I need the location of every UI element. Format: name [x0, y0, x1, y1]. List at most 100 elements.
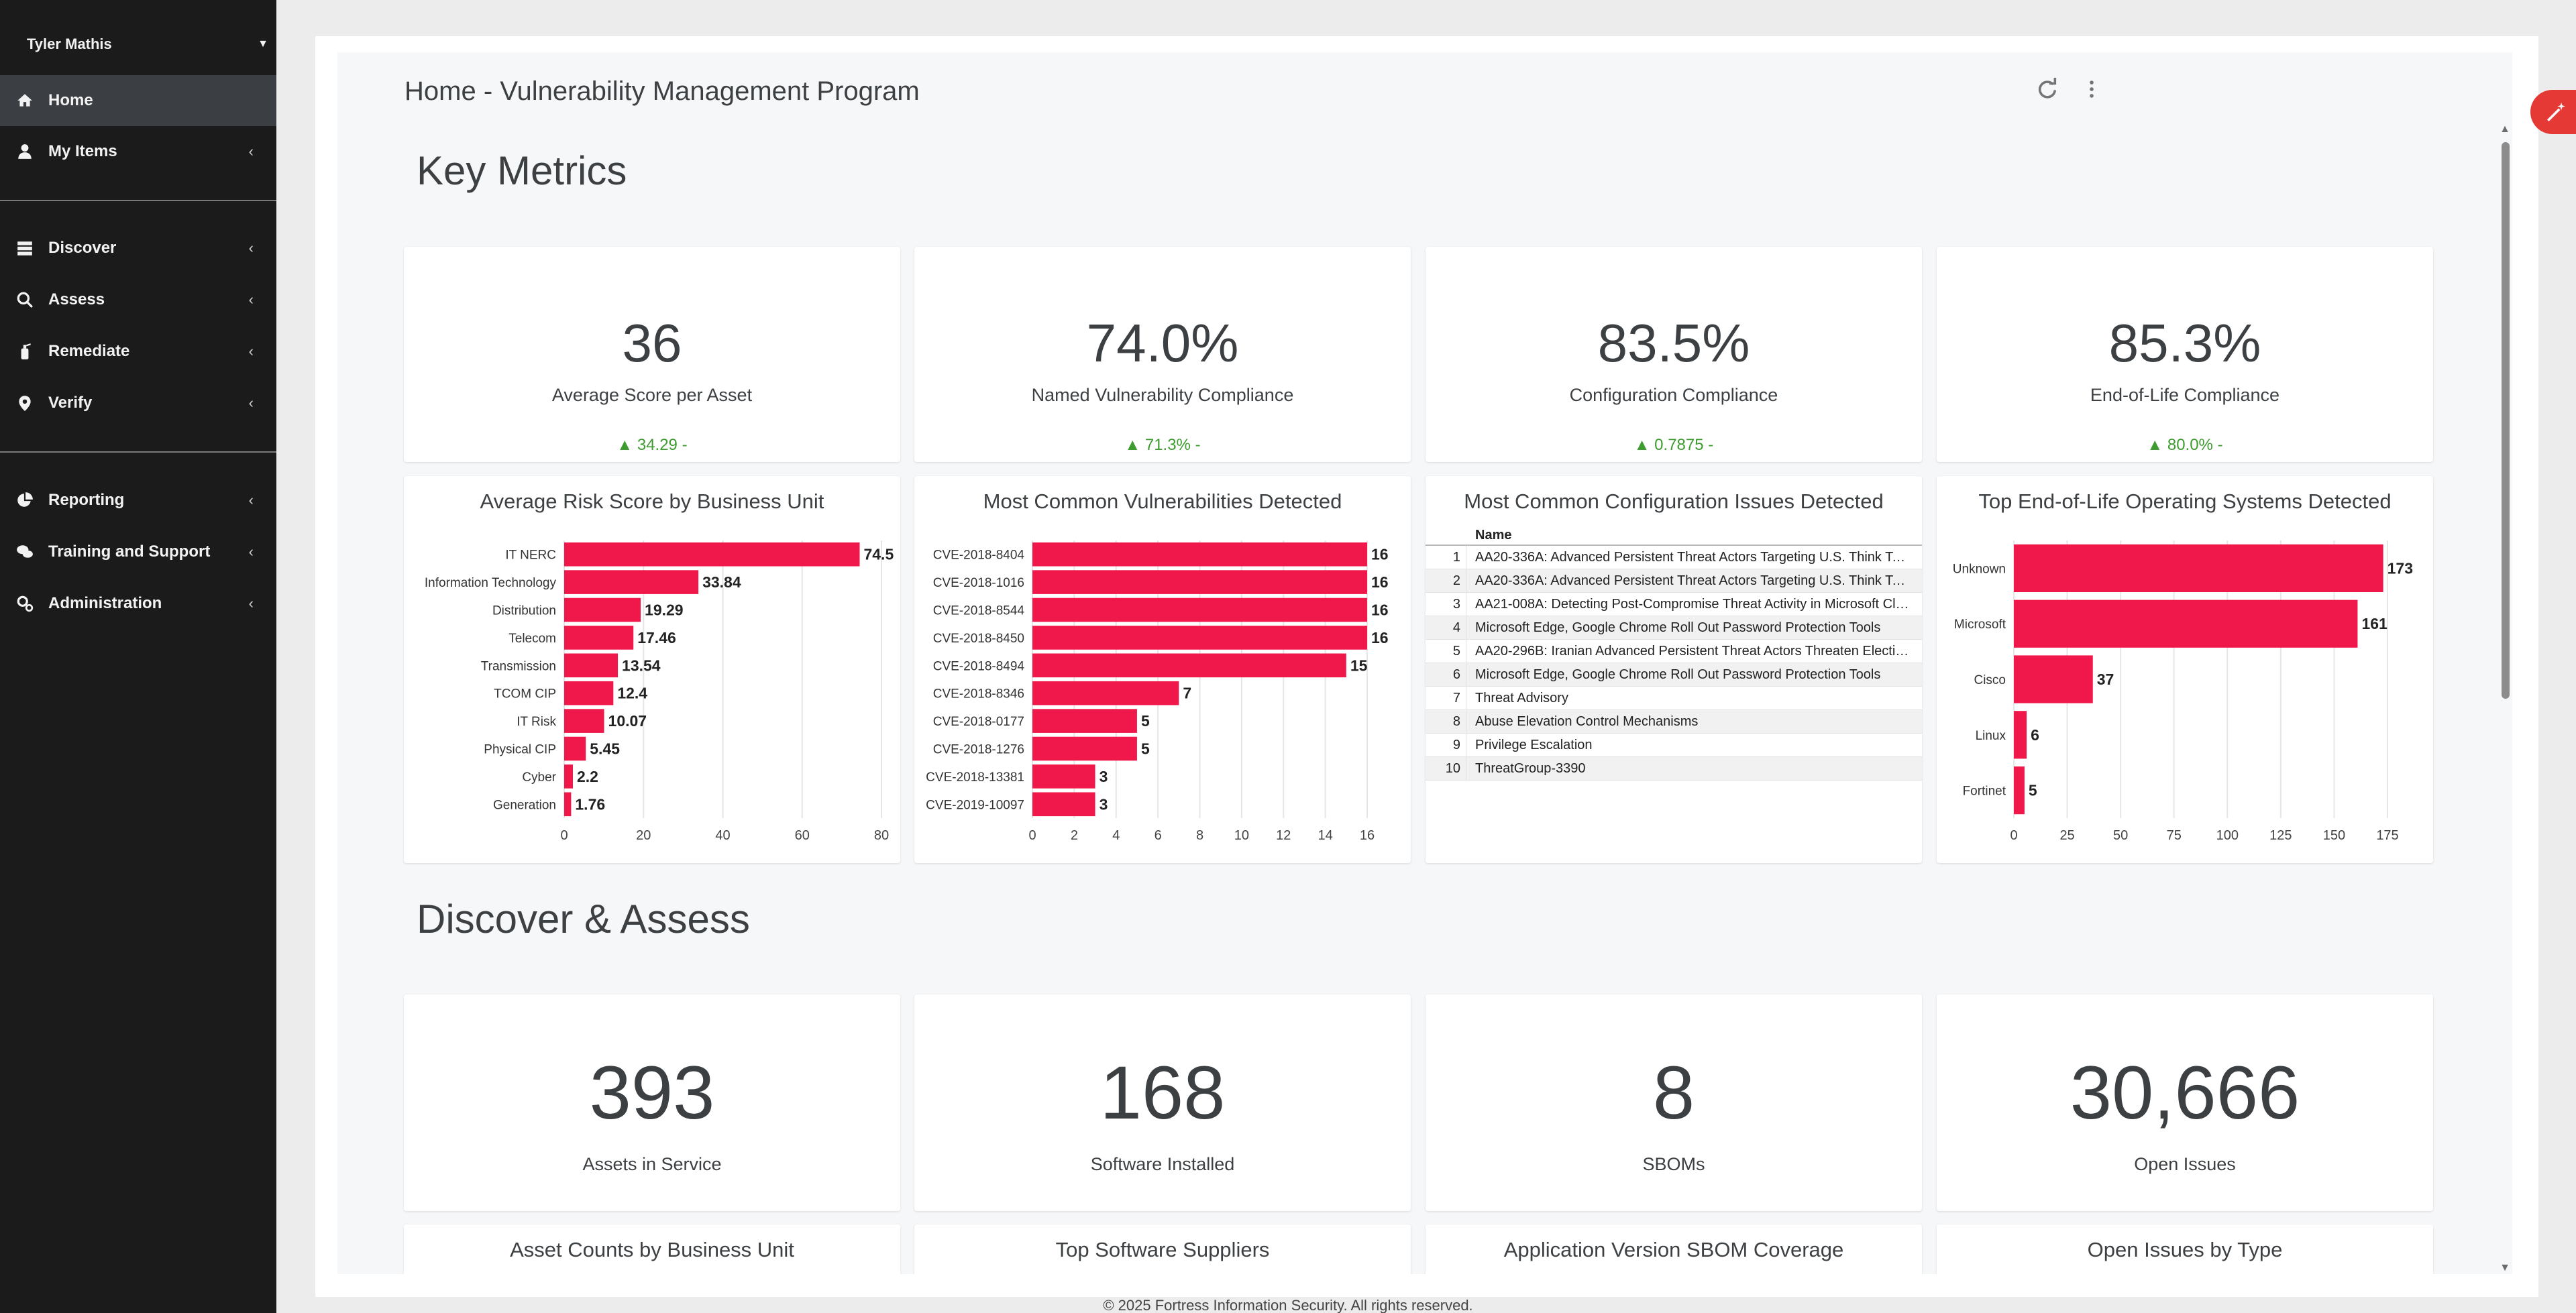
table-header: Name — [1426, 524, 1922, 546]
row-index: 3 — [1452, 597, 1460, 612]
magic-wand-button[interactable] — [2530, 90, 2576, 134]
y-category-label: Cisco — [1974, 673, 2006, 687]
y-category-label: CVE-2018-1016 — [933, 576, 1024, 590]
sidebar-item-label: Discover — [48, 239, 117, 257]
chart-title: Top End-of-Life Operating Systems Detect… — [1978, 490, 2392, 513]
kpi-delta: ▲ 80.0% - — [2147, 436, 2223, 454]
user-menu[interactable]: Tyler Mathis ▼ — [27, 31, 268, 58]
table-row[interactable]: 4 Microsoft Edge, Google Chrome Roll Out … — [1426, 616, 1922, 640]
sidebar-item-assess[interactable]: Assess ‹ — [0, 274, 276, 325]
data-label: 16 — [1371, 573, 1389, 591]
table-row[interactable]: 6 Microsoft Edge, Google Chrome Roll Out … — [1426, 663, 1922, 687]
table-row[interactable]: 1 AA20-336A: Advanced Persistent Threat A… — [1426, 546, 1922, 569]
bar — [564, 792, 572, 817]
chart-title: Top Software Suppliers — [1055, 1238, 1270, 1261]
bar — [1032, 709, 1137, 733]
kpi-card: 36 Average Score per Asset ▲ 34.29 - — [404, 247, 900, 462]
y-category-label: Unknown — [1953, 562, 2006, 576]
x-tick-label: 12 — [1276, 828, 1291, 843]
chevron-left-icon: ‹ — [248, 492, 254, 508]
sidebar-item-verify[interactable]: Verify ‹ — [0, 378, 276, 429]
y-category-label: Linux — [1976, 729, 2006, 743]
kpi-value: 168 — [1099, 1051, 1226, 1135]
row-name: AA20-336A: Advanced Persistent Threat Ac… — [1475, 573, 1911, 588]
config-issues-table: Name 1 AA20-336A: Advanced Persistent Thr… — [1426, 524, 1922, 781]
data-label: 1.76 — [575, 795, 605, 813]
row-name: Threat Advisory — [1475, 691, 1568, 705]
kpi-value: 8 — [1652, 1051, 1695, 1135]
chart-title: Asset Counts by Business Unit — [510, 1238, 794, 1261]
server-icon — [17, 241, 32, 255]
sidebar-item-remediate[interactable]: Remediate ‹ — [0, 326, 276, 377]
x-tick-label: 0 — [1028, 828, 1036, 843]
y-category-label: CVE-2018-8404 — [933, 549, 1025, 563]
x-tick-label: 150 — [2323, 828, 2345, 843]
data-label: 5.45 — [590, 740, 620, 758]
x-tick-label: 60 — [795, 828, 810, 843]
bar — [1032, 653, 1346, 678]
sidebar: Tyler Mathis ▼ Home My Items ‹ Discover … — [0, 0, 276, 1313]
table-row[interactable]: 3 AA21-008A: Detecting Post-Compromise Th… — [1426, 593, 1922, 616]
scroll-up-arrow[interactable]: ▲ — [2500, 123, 2510, 135]
refresh-icon[interactable] — [2036, 78, 2059, 101]
table-row[interactable]: 9 Privilege Escalation — [1426, 734, 1922, 757]
data-label: 173 — [2387, 559, 2413, 577]
chevron-left-icon: ‹ — [248, 394, 254, 411]
chart-card-eol-os: Top End-of-Life Operating Systems Detect… — [1937, 476, 2433, 863]
chart-title: Application Version SBOM Coverage — [1503, 1238, 1844, 1261]
x-tick-label: 10 — [1234, 828, 1249, 843]
table-row[interactable]: 8 Abuse Elevation Control Mechanisms — [1426, 710, 1922, 734]
row-index: 1 — [1452, 550, 1460, 565]
row-index: 4 — [1452, 620, 1460, 635]
y-category-label: Cyber — [522, 770, 556, 785]
bar — [1032, 570, 1367, 594]
data-label: 33.84 — [702, 573, 741, 591]
sidebar-item-label: Home — [48, 91, 93, 109]
y-category-label: Telecom — [508, 632, 556, 646]
sidebar-item-my-items[interactable]: My Items ‹ — [0, 126, 276, 177]
kpi-card: 30,666 Open Issues — [1937, 994, 2433, 1211]
sidebar-item-label: My Items — [48, 142, 117, 160]
chart-title: Most Common Vulnerabilities Detected — [983, 490, 1342, 513]
table-row[interactable]: 5 AA20-296B: Iranian Advanced Persistent … — [1426, 640, 1922, 663]
search-icon — [17, 292, 33, 308]
table-row[interactable]: 7 Threat Advisory — [1426, 687, 1922, 710]
data-label: 2.2 — [577, 768, 598, 785]
bar — [1032, 764, 1095, 789]
bar — [564, 736, 586, 761]
scrollbar-thumb[interactable] — [2502, 142, 2510, 699]
more-vert-icon[interactable] — [2080, 78, 2103, 101]
y-category-label: CVE-2018-8494 — [933, 659, 1025, 673]
sidebar-item-training[interactable]: Training and Support ‹ — [0, 526, 276, 577]
sidebar-item-home[interactable]: Home — [0, 75, 276, 126]
table-row[interactable]: 10 ThreatGroup-3390 — [1426, 757, 1922, 781]
column-header-name[interactable]: Name — [1475, 528, 1512, 543]
table-row[interactable]: 2 AA20-336A: Advanced Persistent Threat A… — [1426, 569, 1922, 593]
sidebar-item-label: Training and Support — [48, 543, 211, 561]
bar — [564, 681, 614, 705]
x-tick-label: 20 — [636, 828, 651, 843]
x-tick-label: 6 — [1155, 828, 1162, 843]
kpi-delta: ▲ 71.3% - — [1124, 436, 1201, 454]
sidebar-item-reporting[interactable]: Reporting ‹ — [0, 475, 276, 526]
kpi-label: Software Installed — [1090, 1154, 1235, 1174]
chat-icon — [17, 545, 33, 558]
sidebar-item-discover[interactable]: Discover ‹ — [0, 223, 276, 274]
x-tick-label: 16 — [1360, 828, 1375, 843]
bar — [1032, 792, 1095, 817]
x-tick-label: 4 — [1112, 828, 1120, 843]
kpi-label: Named Vulnerability Compliance — [1031, 385, 1294, 405]
caret-down-icon: ▼ — [258, 38, 268, 50]
risk-score-chart: 0 20 40 60 80 IT NERC 74.5 Information Technolo… — [425, 540, 894, 843]
x-tick-label: 175 — [2376, 828, 2398, 843]
divider — [0, 200, 276, 201]
row-name: AA20-336A: Advanced Persistent Threat Ac… — [1475, 550, 1911, 565]
data-label: 6 — [2031, 726, 2039, 744]
chart-title: Average Risk Score by Business Unit — [480, 490, 824, 513]
sidebar-item-administration[interactable]: Administration ‹ — [0, 578, 276, 629]
x-tick-label: 25 — [2059, 828, 2074, 843]
map-marker-icon — [19, 396, 31, 411]
kpi-card: 8 SBOMs — [1426, 994, 1922, 1211]
scroll-down-arrow[interactable]: ▼ — [2500, 1262, 2510, 1273]
row-name: AA21-008A: Detecting Post-Compromise Thr… — [1475, 597, 1911, 612]
